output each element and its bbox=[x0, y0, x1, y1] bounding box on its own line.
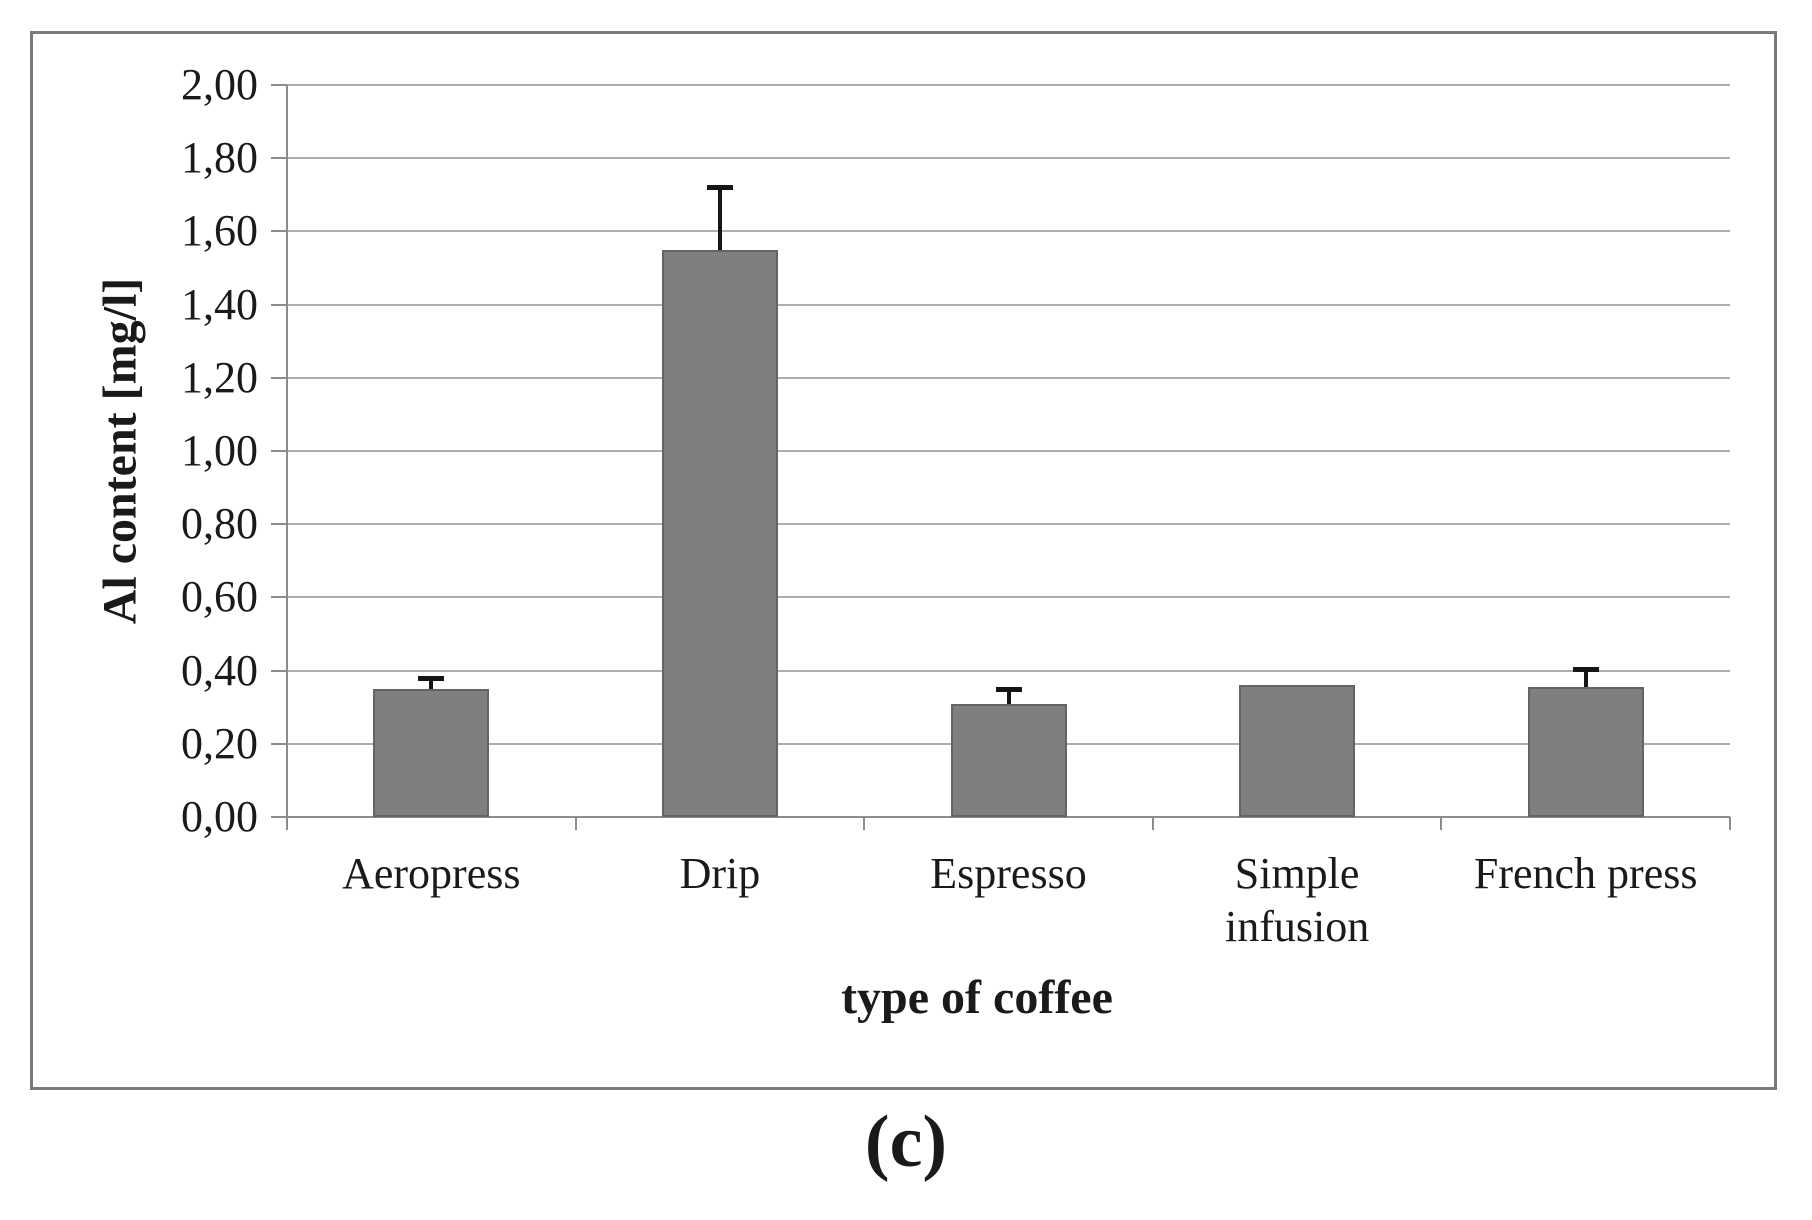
y-tick-label: 2,00 bbox=[181, 60, 258, 109]
chart-frame bbox=[30, 31, 1777, 1090]
error-bar-stem bbox=[429, 677, 434, 689]
y-tick-label: 0,40 bbox=[181, 645, 258, 695]
y-tick-label: 1,00 bbox=[181, 426, 258, 475]
error-bar-cap bbox=[706, 185, 733, 191]
error-bar-cap bbox=[1572, 666, 1599, 672]
bar-drip bbox=[661, 249, 778, 817]
x-tick-mark bbox=[1151, 817, 1154, 830]
y-tick-mark bbox=[271, 742, 287, 745]
y-tick-label: 0,00 bbox=[181, 792, 258, 841]
y-tick-label: 0,20 bbox=[181, 718, 258, 768]
category-label-line: Drip bbox=[679, 849, 761, 898]
y-tick-mark bbox=[271, 450, 287, 452]
gridline bbox=[287, 669, 1730, 672]
error-bar-stem bbox=[1006, 688, 1011, 704]
x-axis-title: type of coffee bbox=[841, 971, 1113, 1024]
category-label-line: Espresso bbox=[930, 849, 1087, 898]
gridline bbox=[287, 596, 1730, 599]
y-tick-mark bbox=[271, 596, 287, 599]
x-tick-mark bbox=[574, 817, 577, 830]
figure-caption: (c) bbox=[864, 1101, 948, 1183]
error-bar-stem bbox=[717, 187, 722, 250]
y-axis-title: Al content [mg/l] bbox=[93, 277, 147, 625]
x-tick-mark bbox=[1729, 817, 1731, 830]
y-tick-mark bbox=[271, 230, 287, 233]
category-label-drip: Drip bbox=[570, 847, 870, 900]
error-bar-cap bbox=[418, 675, 445, 681]
y-tick-mark bbox=[271, 669, 287, 672]
category-label-aeropress: Aeropress bbox=[281, 847, 581, 900]
category-label-line: Simple bbox=[1234, 849, 1360, 898]
y-tick-label: 0,80 bbox=[181, 499, 258, 549]
category-label-espresso: Espresso bbox=[859, 847, 1159, 900]
y-tick-mark bbox=[271, 84, 287, 86]
y-tick-label: 0,60 bbox=[181, 572, 258, 622]
gridline bbox=[287, 157, 1730, 160]
y-tick-label: 1,40 bbox=[181, 279, 258, 329]
category-label-simple-infusion: Simple infusion bbox=[1147, 847, 1447, 953]
gridline bbox=[287, 450, 1730, 452]
category-label-line: Aeropress bbox=[342, 849, 521, 898]
y-tick-label: 1,60 bbox=[181, 206, 258, 256]
x-tick-mark bbox=[1440, 817, 1443, 830]
y-tick-mark bbox=[271, 157, 287, 160]
gridline bbox=[287, 523, 1730, 526]
gridline bbox=[287, 376, 1730, 379]
y-tick-mark bbox=[271, 816, 287, 818]
y-tick-label: 1,20 bbox=[181, 352, 258, 402]
y-axis-line bbox=[286, 85, 288, 819]
gridline bbox=[287, 230, 1730, 233]
y-tick-mark bbox=[271, 523, 287, 526]
bar-espresso bbox=[950, 703, 1067, 817]
error-bar-cap bbox=[995, 686, 1022, 692]
bar-french-press bbox=[1527, 687, 1644, 817]
x-tick-mark bbox=[286, 817, 288, 830]
y-tick-mark bbox=[271, 303, 287, 306]
bar-simple-infusion bbox=[1239, 685, 1356, 817]
gridline bbox=[287, 303, 1730, 306]
gridline bbox=[287, 84, 1730, 86]
y-tick-label: 1,80 bbox=[181, 133, 258, 183]
y-tick-mark bbox=[271, 376, 287, 379]
category-label-line: French press bbox=[1473, 849, 1698, 898]
x-tick-mark bbox=[863, 817, 866, 830]
x-axis-line bbox=[287, 816, 1730, 818]
category-label-line: infusion bbox=[1224, 902, 1370, 951]
bar-aeropress bbox=[373, 688, 490, 817]
category-label-french-press: French press bbox=[1436, 847, 1736, 900]
error-bar-stem bbox=[1583, 668, 1588, 688]
